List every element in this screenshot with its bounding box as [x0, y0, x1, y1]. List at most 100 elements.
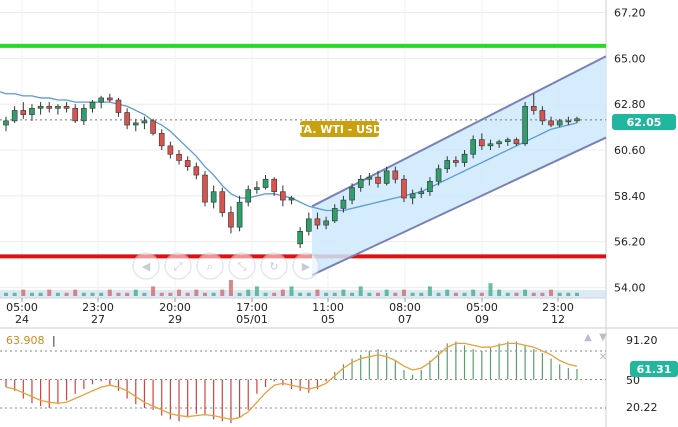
candle-body [418, 191, 425, 195]
volume-bar [272, 292, 277, 296]
volume-bar [453, 292, 458, 296]
candle-body [435, 168, 442, 182]
candle-body [504, 139, 511, 143]
search-icon[interactable]: ⌕ [196, 252, 224, 280]
volume-bar [142, 292, 147, 296]
candle-body [150, 120, 156, 134]
candle-body [132, 122, 139, 126]
candle-body [427, 181, 433, 193]
arrow-left-icon[interactable]: ◀ [132, 252, 160, 280]
volume-baseline [0, 290, 606, 298]
volume-bar [159, 292, 164, 296]
candle-body [210, 191, 217, 203]
volume-bar [479, 292, 484, 296]
volume-bar [540, 292, 545, 296]
date-tick-label: 09 [475, 313, 489, 326]
volume-bar [168, 292, 173, 296]
volume-bar [125, 292, 130, 296]
volume-bar [73, 289, 78, 296]
svg-text:◀: ◀ [142, 260, 151, 273]
candle-body [124, 112, 130, 126]
candle-body [202, 174, 208, 203]
candle-body [20, 110, 27, 115]
close-icon[interactable]: ✕ [599, 352, 607, 363]
volume-bar [332, 292, 337, 296]
volume-bar [505, 292, 510, 296]
candle-body [392, 170, 399, 180]
volume-bar [81, 292, 86, 296]
time-tick-label: 05:00 [6, 301, 38, 314]
candle-body [496, 141, 502, 145]
price-tick-label: 65.00 [614, 52, 646, 65]
time-tick-label: 05:00 [466, 301, 498, 314]
candle-body [72, 108, 79, 122]
zoom-in-icon[interactable]: ⤡ [228, 252, 256, 280]
candle-body [539, 110, 546, 122]
oscillator-panel-controls[interactable]: ▲ ▼ ✕ [584, 332, 607, 363]
volume-bar [194, 289, 199, 296]
candle-body [375, 176, 381, 184]
oscillator-tick-label: 91.20 [626, 334, 658, 347]
volume-bar [38, 292, 43, 296]
price-tick-label: 54.00 [614, 282, 646, 295]
candle-body [409, 193, 416, 199]
date-tick-label: 07 [398, 313, 412, 326]
arrow-up-icon[interactable]: ▲ [584, 332, 592, 343]
candle-body [556, 120, 563, 126]
volume-bars [0, 280, 606, 298]
volume-bar [341, 289, 346, 296]
volume-bar [64, 292, 69, 296]
volume-bar [306, 292, 311, 296]
candle-body [228, 212, 234, 228]
time-tick-label: 11:00 [312, 301, 344, 314]
candle-body [366, 176, 373, 180]
svg-text:⤢: ⤢ [174, 260, 183, 273]
candle-body [107, 97, 113, 101]
svg-text:↻: ↻ [269, 260, 278, 273]
candle-body [461, 153, 468, 163]
candle-body [141, 120, 148, 124]
price-panel[interactable] [0, 0, 607, 427]
price-tick-label: 60.60 [614, 144, 646, 157]
candle-body [288, 197, 295, 201]
oscillator-grid [0, 350, 606, 409]
volume-bar [315, 289, 320, 296]
candle-body [176, 153, 182, 161]
volume-bar [289, 286, 294, 296]
price-tick-label: 67.20 [614, 7, 646, 20]
current-price-badge: 62.05 [612, 114, 676, 130]
chart-navigation-toolbar[interactable]: ◀ ⤢ ⌕ ⤡ ↻ ▶ [132, 252, 320, 280]
candle-body [331, 208, 338, 222]
time-tick-label: 17:00 [236, 301, 268, 314]
channel-lower-line [311, 136, 607, 276]
volume-bar [410, 292, 415, 296]
volume-bar [488, 283, 493, 296]
date-tick-label: 05/01 [236, 313, 268, 326]
reset-icon[interactable]: ↻ [260, 252, 288, 280]
candle-body [89, 101, 96, 109]
volume-bar [280, 289, 285, 296]
oscillator-panel[interactable] [0, 341, 606, 424]
oscillator-signal-path [5, 342, 578, 421]
candle-body [29, 108, 35, 115]
candle-body [245, 189, 252, 203]
arrow-right-icon[interactable]: ▶ [292, 252, 320, 280]
volume-bar [202, 292, 207, 296]
oscillator-tick-label: 50 [626, 374, 640, 387]
volume-bar [116, 292, 121, 296]
candle-body [262, 178, 269, 188]
zoom-out-icon[interactable]: ⤢ [164, 252, 192, 280]
volume-bar [523, 289, 528, 296]
candle-body [479, 139, 485, 147]
price-channel [311, 55, 607, 276]
candle-body [522, 105, 528, 145]
candle-body [340, 199, 347, 209]
arrow-down-icon[interactable]: ▼ [599, 332, 607, 343]
candle-body [306, 218, 312, 232]
candle-body [444, 160, 451, 170]
svg-text:⤡: ⤡ [238, 260, 247, 273]
volume-bar [384, 289, 389, 296]
volume-bar [133, 289, 138, 296]
volume-bar [350, 292, 355, 296]
